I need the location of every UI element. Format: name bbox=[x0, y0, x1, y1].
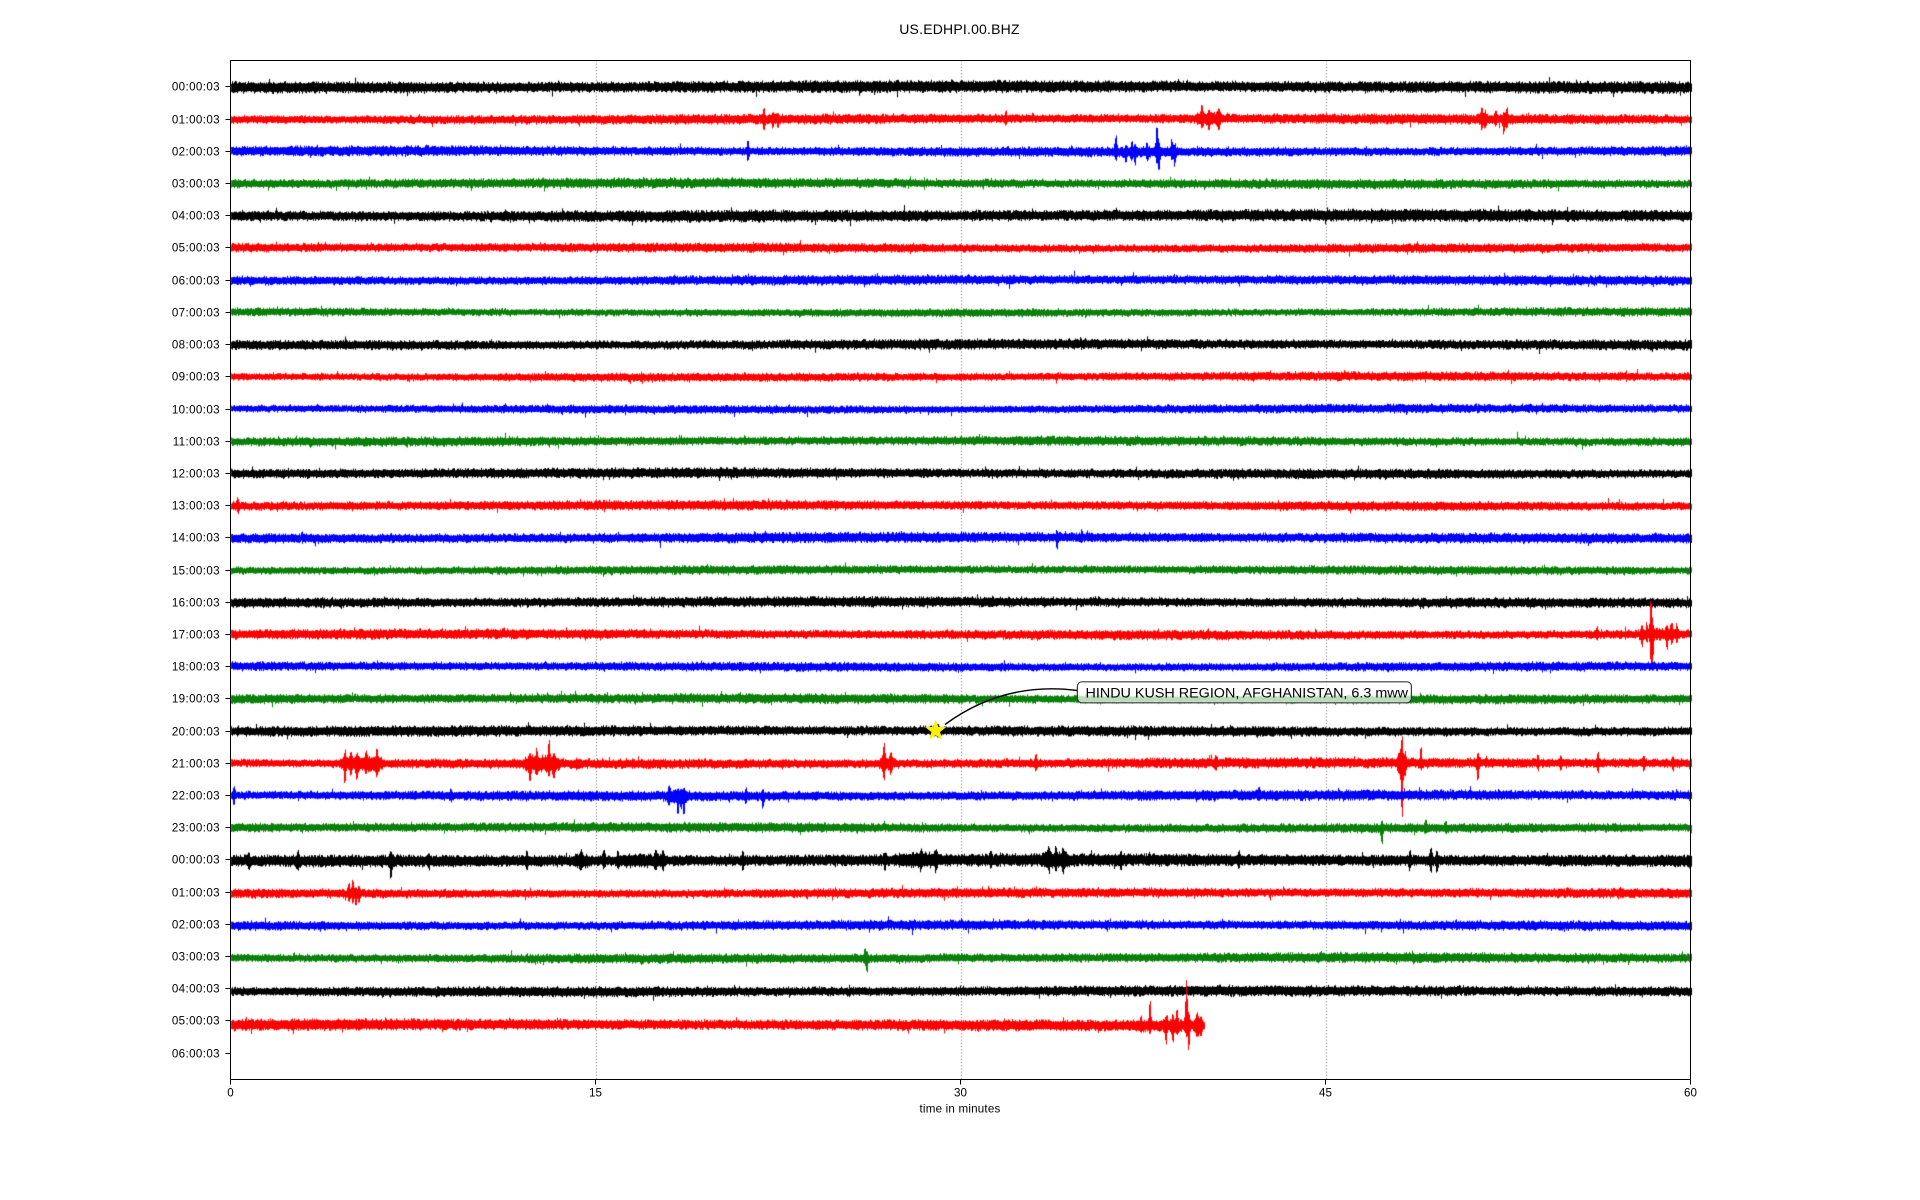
svg-text:20:00:03: 20:00:03 bbox=[172, 726, 220, 739]
svg-text:05:00:03: 05:00:03 bbox=[172, 242, 220, 255]
svg-text:06:00:03: 06:00:03 bbox=[172, 275, 220, 288]
svg-text:01:00:03: 01:00:03 bbox=[172, 114, 220, 127]
svg-text:time in minutes: time in minutes bbox=[920, 1103, 1001, 1116]
svg-text:14:00:03: 14:00:03 bbox=[172, 532, 220, 545]
svg-text:03:00:03: 03:00:03 bbox=[172, 951, 220, 964]
svg-text:08:00:03: 08:00:03 bbox=[172, 339, 220, 352]
svg-text:01:00:03: 01:00:03 bbox=[172, 887, 220, 900]
svg-text:22:00:03: 22:00:03 bbox=[172, 790, 220, 803]
svg-text:23:00:03: 23:00:03 bbox=[172, 822, 220, 835]
svg-text:45: 45 bbox=[1319, 1087, 1332, 1100]
svg-text:18:00:03: 18:00:03 bbox=[172, 661, 220, 674]
svg-text:US.EDHPI.00.BHZ: US.EDHPI.00.BHZ bbox=[899, 21, 1020, 37]
svg-text:12:00:03: 12:00:03 bbox=[172, 468, 220, 481]
svg-text:05:00:03: 05:00:03 bbox=[172, 1015, 220, 1028]
svg-text:07:00:03: 07:00:03 bbox=[172, 307, 220, 320]
svg-text:04:00:03: 04:00:03 bbox=[172, 210, 220, 223]
svg-text:15:00:03: 15:00:03 bbox=[172, 565, 220, 578]
svg-text:10:00:03: 10:00:03 bbox=[172, 404, 220, 417]
svg-text:02:00:03: 02:00:03 bbox=[172, 146, 220, 159]
svg-text:00:00:03: 00:00:03 bbox=[172, 81, 220, 94]
svg-text:17:00:03: 17:00:03 bbox=[172, 629, 220, 642]
svg-text:06:00:03: 06:00:03 bbox=[172, 1048, 220, 1061]
svg-text:16:00:03: 16:00:03 bbox=[172, 597, 220, 610]
svg-text:15: 15 bbox=[589, 1087, 602, 1100]
svg-text:11:00:03: 11:00:03 bbox=[173, 436, 220, 449]
svg-text:04:00:03: 04:00:03 bbox=[172, 983, 220, 996]
svg-text:13:00:03: 13:00:03 bbox=[172, 500, 220, 513]
svg-text:HINDU KUSH REGION, AFGHANISTAN: HINDU KUSH REGION, AFGHANISTAN, 6.3 mww bbox=[1086, 686, 1409, 702]
svg-text:19:00:03: 19:00:03 bbox=[172, 693, 220, 706]
svg-text:09:00:03: 09:00:03 bbox=[172, 371, 220, 384]
svg-text:02:00:03: 02:00:03 bbox=[172, 919, 220, 932]
svg-text:0: 0 bbox=[227, 1087, 233, 1100]
svg-text:60: 60 bbox=[1684, 1087, 1697, 1100]
svg-text:21:00:03: 21:00:03 bbox=[172, 758, 220, 771]
svg-text:30: 30 bbox=[954, 1087, 967, 1100]
svg-text:00:00:03: 00:00:03 bbox=[172, 854, 220, 867]
svg-text:03:00:03: 03:00:03 bbox=[172, 178, 220, 191]
